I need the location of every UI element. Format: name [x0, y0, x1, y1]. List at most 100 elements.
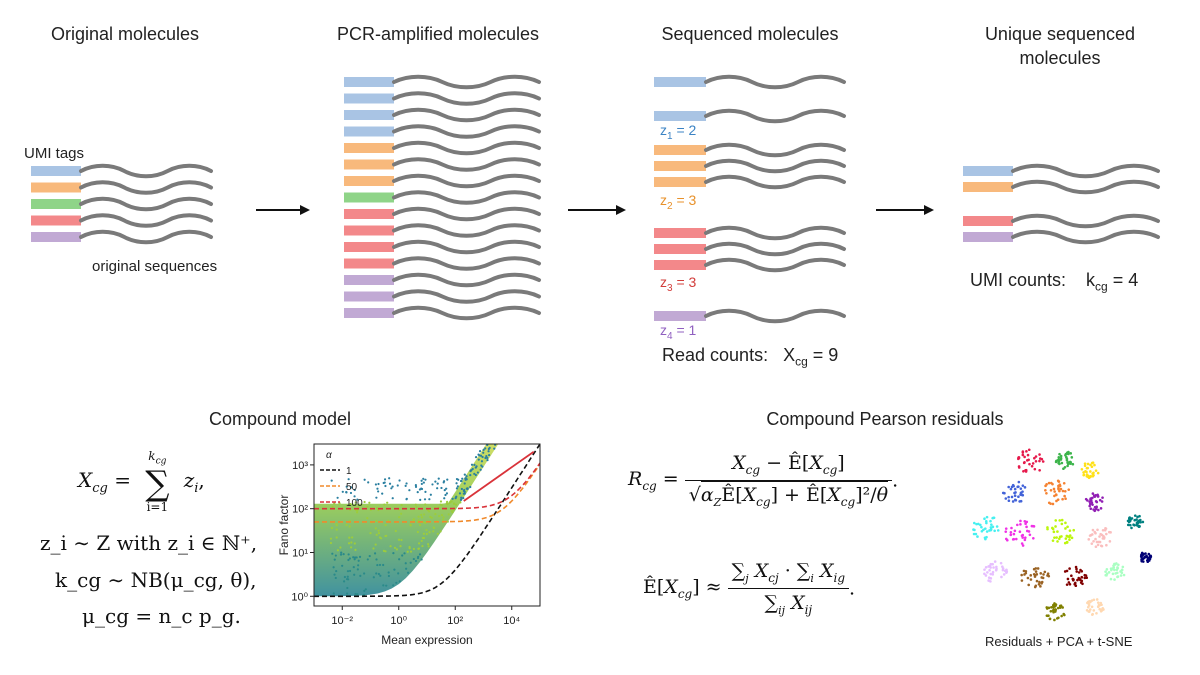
tsne-point	[1083, 464, 1087, 468]
gene-point	[436, 532, 439, 535]
umi-tag-red	[31, 215, 81, 226]
tsne-point	[1034, 567, 1038, 570]
tsne-point	[1064, 521, 1067, 525]
tsne-point	[1028, 533, 1032, 537]
gene-point	[347, 558, 350, 562]
tsne-point	[1067, 488, 1071, 491]
gene-point	[345, 485, 348, 488]
tsne-point	[1130, 526, 1133, 530]
tsne-point	[1023, 538, 1027, 542]
tsne-point	[1027, 583, 1031, 587]
tsne-point	[1038, 453, 1041, 456]
sequence-wave	[704, 257, 846, 273]
gene-point	[331, 505, 334, 508]
sequence-wave	[1011, 213, 1160, 229]
sequence-wave	[392, 140, 541, 156]
gene-point	[384, 534, 387, 538]
tsne-point	[1055, 617, 1059, 620]
gene-point	[414, 485, 418, 488]
gene-point	[482, 448, 485, 451]
umi-tag-orange	[963, 182, 1013, 192]
tsne-point	[1098, 498, 1102, 502]
tsne-point	[1005, 570, 1009, 573]
gene-point	[355, 511, 359, 514]
gene-point	[477, 458, 480, 461]
gene-point	[366, 558, 369, 561]
tsne-point	[1035, 579, 1039, 583]
gene-point	[493, 432, 495, 434]
tsne-point	[1085, 576, 1089, 580]
tsne-point	[1122, 573, 1126, 577]
gene-point	[372, 576, 375, 579]
residuals-title: Compound Pearson residuals	[766, 409, 1004, 429]
gene-point	[436, 487, 439, 490]
tsne-point	[1063, 465, 1067, 469]
gene-point	[416, 490, 419, 494]
tsne-point	[1057, 458, 1061, 461]
gene-point	[474, 473, 477, 477]
tsne-point	[1113, 578, 1116, 581]
umi-tag-green	[31, 199, 81, 209]
tsne-point	[995, 565, 998, 569]
gene-point	[405, 498, 408, 501]
gene-point	[417, 555, 420, 558]
tsne-point	[973, 528, 976, 532]
gene-point	[348, 569, 352, 573]
gene-point	[422, 521, 425, 524]
tsne-point	[1024, 522, 1027, 526]
tsne-point	[1100, 500, 1104, 503]
tsne-point	[1010, 495, 1014, 499]
gene-point	[348, 525, 351, 528]
tsne-point	[1062, 612, 1066, 616]
tsne-point	[1053, 602, 1056, 605]
tsne-point	[1022, 569, 1026, 573]
tsne-point	[1086, 462, 1090, 466]
tsne-point	[992, 516, 996, 520]
tsne-point	[1041, 460, 1045, 463]
gene-point	[463, 473, 466, 476]
gene-point	[420, 482, 423, 486]
tsne-point	[1046, 614, 1050, 618]
density-band	[314, 444, 499, 597]
tsne-point	[1046, 526, 1049, 529]
gene-point	[387, 574, 390, 578]
tsne-point	[1065, 455, 1068, 459]
gene-point	[434, 513, 437, 516]
tsne-point	[1051, 482, 1054, 486]
tsne-point	[1042, 573, 1045, 576]
gene-point	[448, 501, 451, 505]
gene-point	[417, 547, 420, 550]
tsne-point	[1027, 448, 1031, 452]
tsne-point	[1063, 489, 1067, 493]
gene-point	[458, 492, 462, 495]
equation-z-distribution: z_i ∼ Z with z_i ∈ ℕ⁺,	[40, 531, 258, 555]
tsne-point	[1034, 455, 1038, 458]
tsne-point	[1065, 541, 1069, 544]
tsne-point	[1059, 487, 1063, 491]
tsne-point	[1092, 539, 1095, 543]
gene-point	[330, 526, 334, 530]
tsne-point	[1061, 489, 1065, 493]
gene-point	[375, 519, 378, 523]
gene-point	[332, 566, 335, 569]
gene-point	[445, 492, 449, 495]
tsne-point	[1085, 466, 1089, 470]
gene-point	[336, 549, 340, 552]
tsne-point	[1140, 551, 1144, 555]
tsne-point	[1058, 535, 1062, 539]
umi-tag-red	[344, 258, 394, 269]
tsne-point	[1140, 555, 1143, 559]
gene-point	[396, 484, 399, 487]
tsne-point	[1051, 539, 1055, 542]
gene-point	[347, 478, 350, 481]
tsne-point	[1048, 617, 1052, 621]
tsne-caption: Residuals + PCA + t-SNE	[985, 634, 1133, 649]
tsne-point	[1068, 567, 1071, 570]
gene-point	[470, 463, 474, 466]
gene-point	[329, 537, 333, 540]
tsne-embedding	[972, 448, 1153, 622]
tsne-point	[1091, 612, 1094, 616]
gene-point	[409, 524, 412, 527]
gene-point	[352, 566, 355, 569]
tsne-point	[1089, 463, 1092, 467]
